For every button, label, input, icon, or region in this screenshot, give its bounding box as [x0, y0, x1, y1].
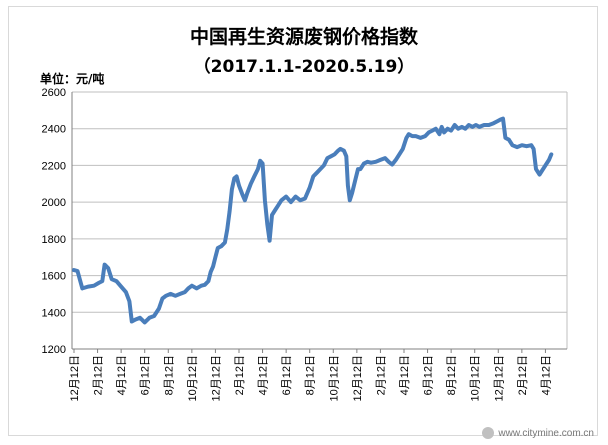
- x-tick-label: 4月12日: [540, 355, 552, 395]
- x-tick-label: 12月12日: [69, 355, 81, 401]
- y-tick-label: 2600: [42, 87, 66, 99]
- watermark: www.citymine.com.cn: [482, 427, 594, 439]
- y-tick-label: 1800: [42, 234, 66, 246]
- chart-title: 中国再生资源废钢价格指数: [189, 26, 418, 48]
- series-line: [72, 116, 554, 325]
- x-tick-label: 8月12日: [163, 355, 175, 395]
- chart-subtitle: （2017.1.1-2020.5.19）: [193, 57, 415, 77]
- y-tick-label: 1400: [42, 307, 66, 319]
- watermark-text: www.citymine.com.cn: [498, 427, 594, 439]
- x-tick-label: 10月12日: [328, 355, 340, 401]
- y-tick-label: 1200: [42, 344, 66, 356]
- x-tick-label: 6月12日: [140, 355, 152, 395]
- x-tick-label: 2月12日: [234, 355, 246, 395]
- x-tick-label: 4月12日: [116, 355, 128, 395]
- x-tick-label: 12月12日: [210, 355, 222, 401]
- x-tick-label: 10月12日: [470, 355, 482, 401]
- x-tick-label: 4月12日: [399, 355, 411, 395]
- y-tick-label: 2200: [42, 160, 66, 172]
- y-tick-label: 2400: [42, 124, 66, 136]
- y-tick-label: 1600: [42, 271, 66, 283]
- x-tick-label: 6月12日: [281, 355, 293, 395]
- x-tick-label: 12月12日: [493, 355, 505, 401]
- x-tick-label: 2月12日: [517, 355, 529, 395]
- x-tick-label: 6月12日: [423, 355, 435, 395]
- chart-frame: [8, 6, 598, 436]
- unit-label: 单位：元/吨: [40, 72, 105, 86]
- x-tick-label: 12月12日: [352, 355, 364, 401]
- x-tick-label: 8月12日: [305, 355, 317, 395]
- x-tick-label: 8月12日: [446, 355, 458, 395]
- y-tick-label: 2000: [42, 197, 66, 209]
- x-tick-label: 2月12日: [93, 355, 105, 395]
- x-tick-label: 2月12日: [375, 355, 387, 395]
- x-tick-label: 4月12日: [258, 355, 270, 395]
- citymine-logo-icon: [482, 427, 495, 439]
- x-tick-label: 10月12日: [187, 355, 199, 401]
